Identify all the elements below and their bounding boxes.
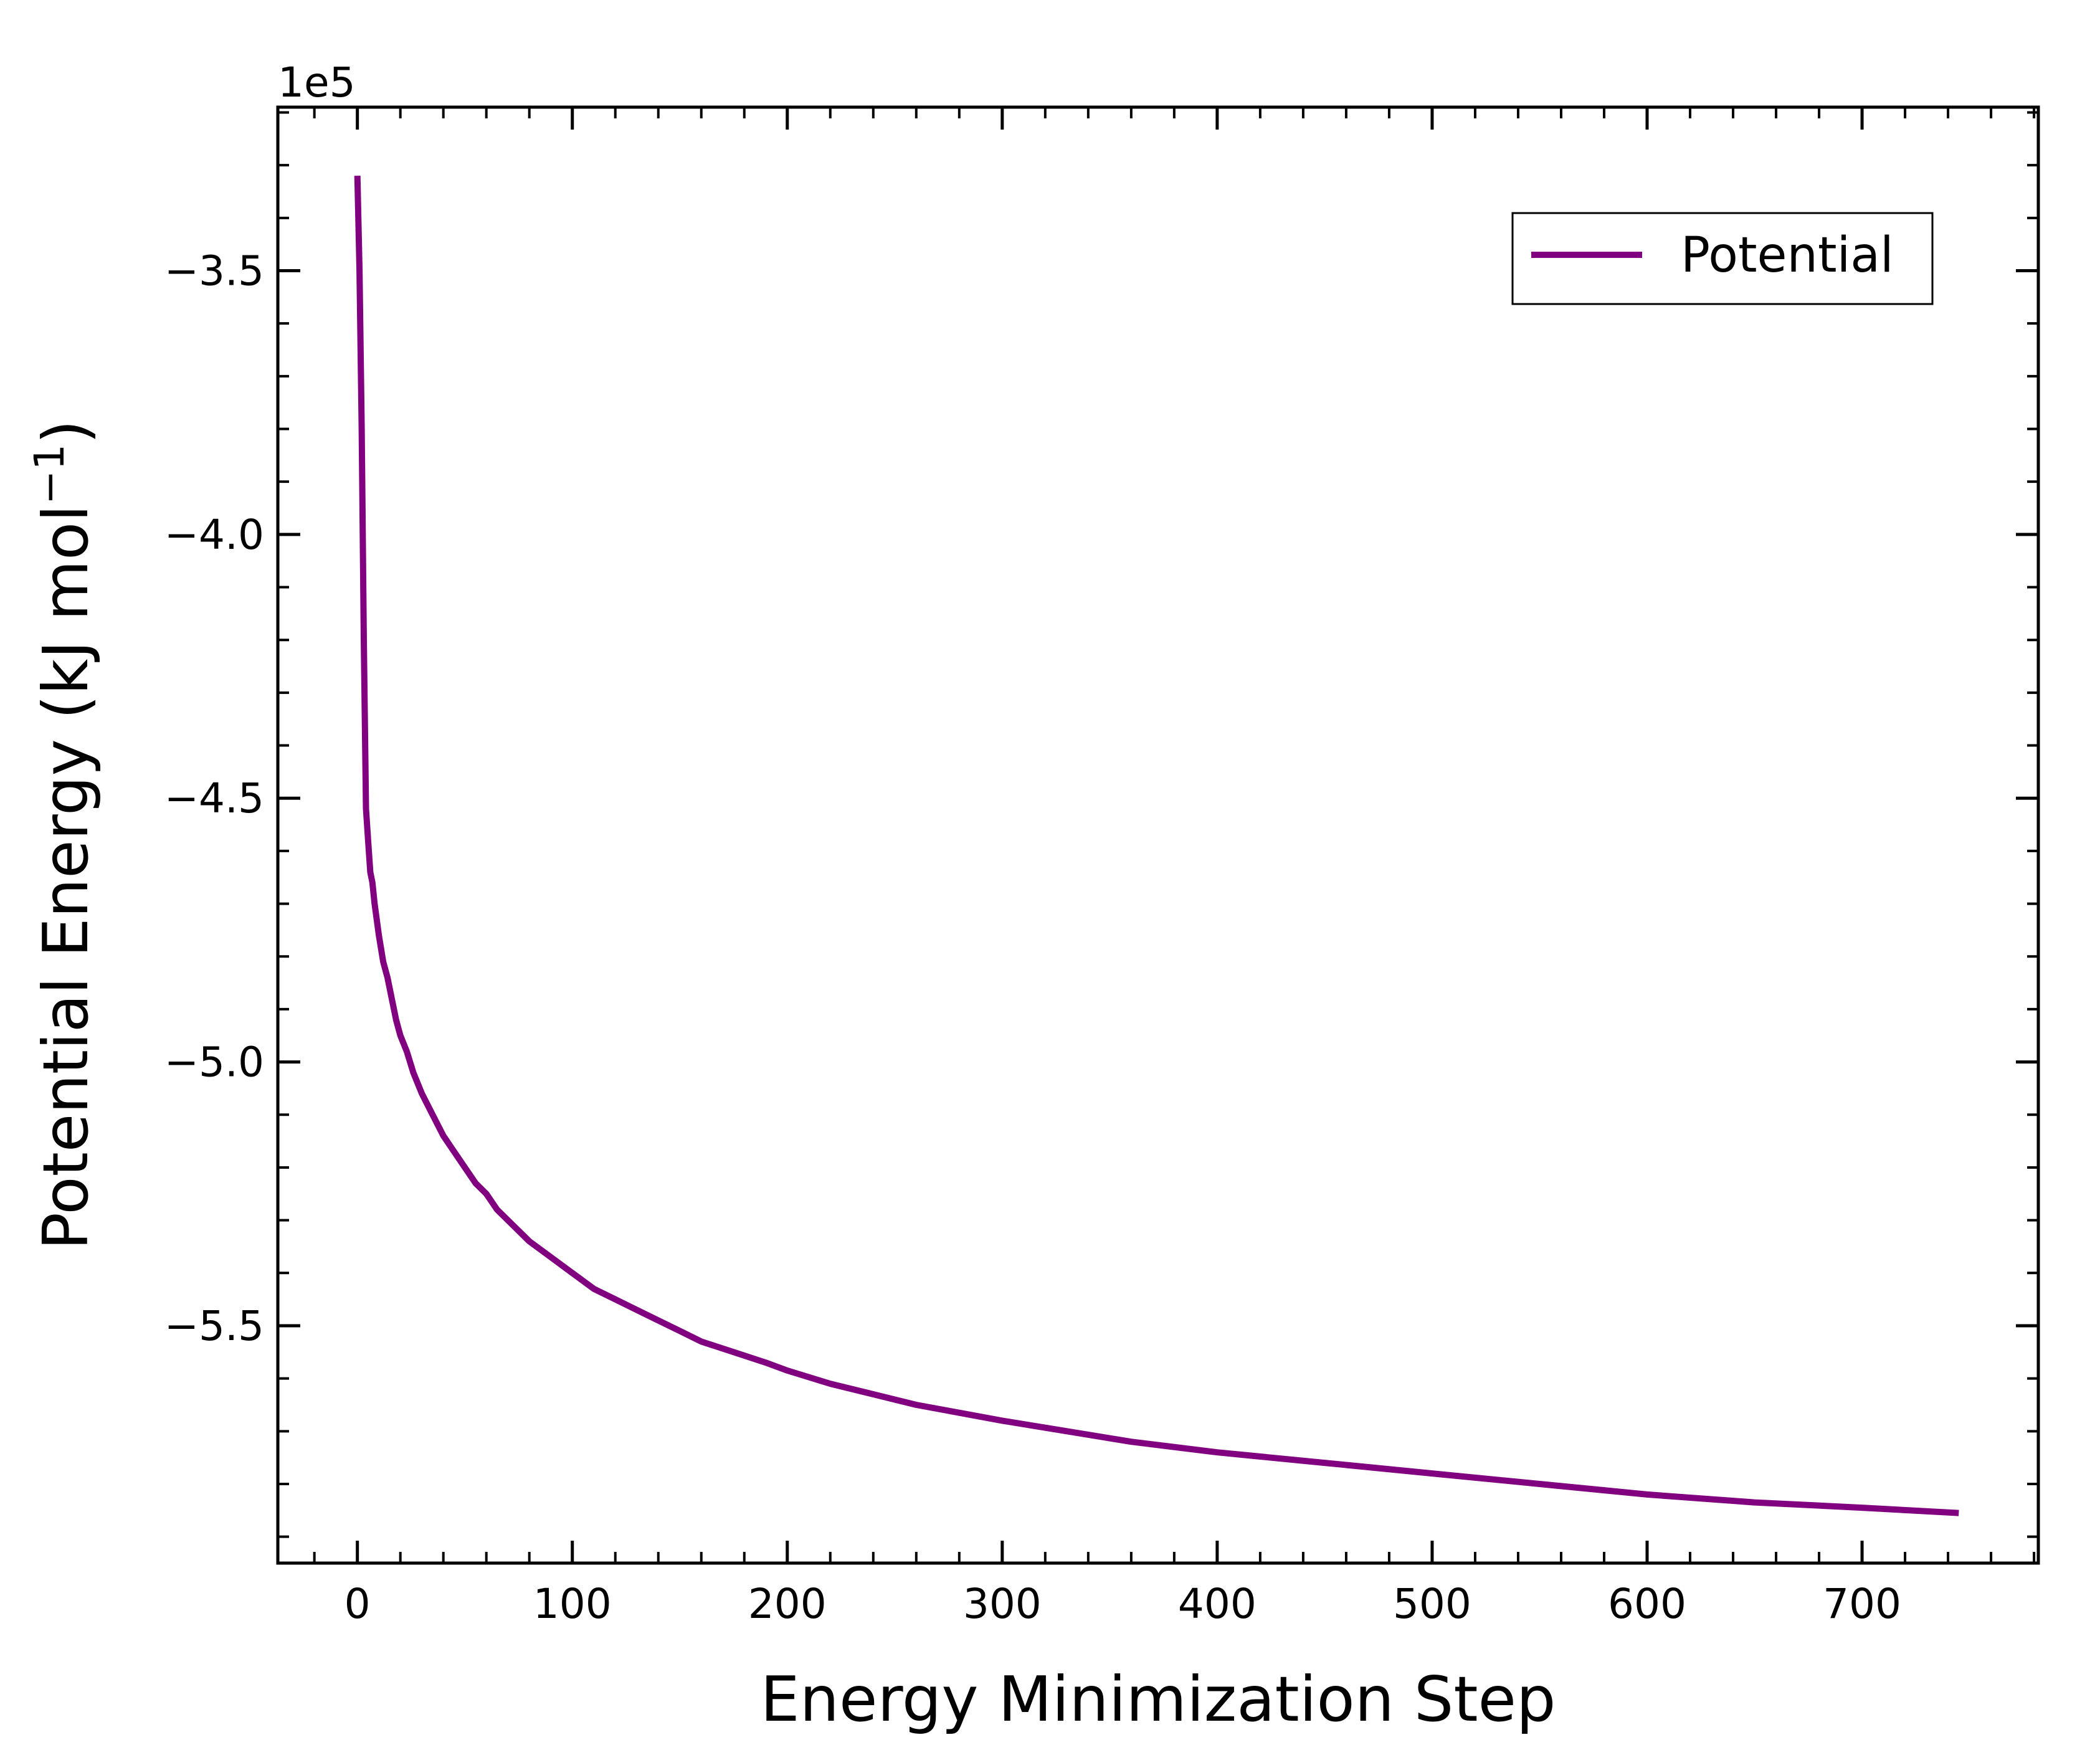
y-axis-tick-labels: −3.5 −4.0 −4.5 −5.0 −5.5 [164, 247, 264, 1349]
y-tick-label: −3.5 [164, 247, 264, 295]
x-axis-title: Energy Minimization Step [760, 1663, 1556, 1736]
x-tick-label: 200 [748, 1580, 827, 1628]
x-axis-tick-labels: 0 100 200 300 400 500 600 700 [344, 1580, 1901, 1628]
y-axis-title-close: ) [29, 420, 102, 444]
y-tick-label: −5.5 [164, 1302, 264, 1350]
y-tick-label: −4.5 [164, 774, 264, 822]
y-axis-ticks [278, 111, 2038, 1538]
y-axis-title-superscript: −1 [26, 444, 74, 505]
y-tick-label: −5.0 [164, 1039, 264, 1087]
plot-frame [276, 105, 2040, 1565]
x-tick-label: 0 [344, 1580, 371, 1628]
legend-box [1511, 212, 1934, 305]
x-tick-label: 700 [1823, 1580, 1901, 1628]
legend: Potential [1511, 212, 1934, 305]
y-axis-title: Potential Energy (kJ mol−1) [26, 420, 102, 1250]
legend-label-potential: Potential [1681, 227, 1894, 283]
y-tick-label: −4.0 [164, 511, 264, 559]
x-tick-label: 100 [533, 1580, 612, 1628]
series-line-potential [354, 175, 1959, 1516]
y-axis-title-main: Potential Energy (kJ mol [29, 505, 102, 1250]
y-offset-text: 1e5 [278, 59, 356, 107]
series-layer [354, 175, 1959, 1516]
x-tick-label: 400 [1178, 1580, 1257, 1628]
x-tick-label: 500 [1393, 1580, 1471, 1628]
x-axis-ticks [313, 107, 2036, 1563]
x-tick-label: 300 [963, 1580, 1042, 1628]
x-tick-label: 600 [1608, 1580, 1686, 1628]
